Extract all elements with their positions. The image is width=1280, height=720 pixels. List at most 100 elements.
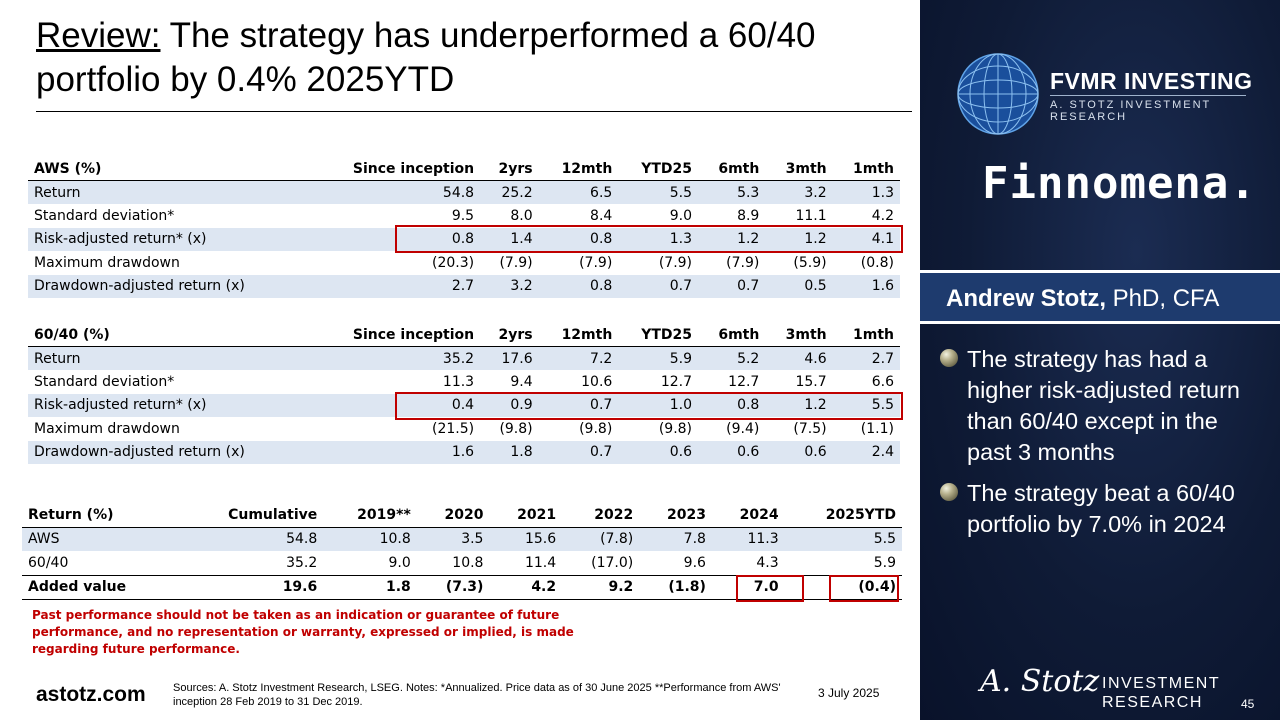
cell: 0.6	[618, 440, 699, 464]
col-header: 2yrs	[480, 157, 539, 181]
cell: 4.1	[832, 227, 900, 251]
cell: 35.2	[286, 554, 318, 571]
slide-title: Review: The strategy has underperformed …	[36, 14, 906, 102]
cell: 11.1	[795, 207, 827, 224]
cell: 7.8	[639, 527, 712, 551]
cell: 9.2	[562, 574, 640, 600]
performance-disclaimer: Past performance should not be taken as …	[32, 608, 574, 656]
sixty-forty-stats-table: 60/40 (%) Since inception 2yrs 12mth YTD…	[28, 323, 900, 464]
cell: 3.5	[416, 527, 490, 551]
cell: (7.9)	[658, 254, 693, 271]
col-header: 12mth	[538, 323, 619, 347]
cell: 0.7	[698, 274, 766, 298]
cell: (1.1)	[860, 420, 894, 437]
row-label: Standard deviation*	[34, 373, 175, 390]
cell: 3.2	[765, 180, 833, 204]
cell: (9.4)	[726, 420, 760, 437]
cell: 0.4	[310, 393, 481, 417]
cell: 10.8	[452, 554, 484, 571]
table-row: Drawdown-adjusted return (x) 1.6 1.8 0.7…	[28, 440, 900, 464]
cell: 0.8	[310, 227, 481, 251]
cell: 8.0	[510, 207, 533, 224]
cell: (7.5)	[793, 420, 827, 437]
cell: 0.8	[538, 227, 619, 251]
table-row: Drawdown-adjusted return (x) 2.7 3.2 0.8…	[28, 274, 900, 298]
row-label: Return	[28, 346, 311, 370]
table-row: Standard deviation* 11.3 9.4 10.6 12.7 1…	[28, 370, 900, 394]
cell: 10.8	[323, 527, 417, 551]
col-header: 2yrs	[480, 323, 539, 347]
row-label: 60/40	[28, 554, 69, 571]
col-header: 1mth	[832, 157, 900, 181]
cell: (9.8)	[579, 420, 613, 437]
cell: (20.3)	[431, 254, 475, 271]
page-number: 45	[1241, 697, 1255, 711]
col-header: 2020	[416, 503, 490, 528]
bullet-text: The strategy beat a 60/40 portfolio by 7…	[967, 480, 1235, 537]
cell: 1.0	[618, 393, 699, 417]
cell: 1.2	[765, 227, 833, 251]
cell: 1.2	[765, 393, 833, 417]
col-header: 12mth	[538, 157, 619, 181]
slide-date: 3 July 2025	[818, 686, 880, 700]
cell: 25.2	[480, 180, 539, 204]
table-row: Maximum drawdown (21.5) (9.8) (9.8) (9.8…	[28, 417, 900, 441]
cell: 2.4	[832, 440, 900, 464]
cell: (7.8)	[562, 527, 640, 551]
cell: 1.6	[310, 440, 481, 464]
globe-logo-icon	[957, 53, 1039, 135]
bullet-icon	[940, 483, 958, 501]
col-header: Since inception	[310, 157, 481, 181]
cell: 7.0	[711, 574, 785, 600]
cell: 11.4	[524, 554, 557, 571]
cell: 0.8	[538, 274, 619, 298]
sixty-table-header: 60/40 (%)	[28, 323, 311, 347]
cell: (7.9)	[499, 254, 533, 271]
cell: (7.3)	[416, 574, 490, 600]
aws-header-row: AWS (%) Since inception 2yrs 12mth YTD25…	[28, 157, 900, 181]
cell: 4.2	[489, 574, 563, 600]
cell: 54.8	[310, 180, 481, 204]
site-url: astotz.com	[36, 683, 146, 706]
row-label: Standard deviation*	[34, 207, 175, 224]
table-row: Risk-adjusted return* (x) 0.4 0.9 0.7 1.…	[28, 393, 900, 417]
col-header: 2025YTD	[784, 503, 902, 528]
brand-divider	[1050, 95, 1246, 96]
presenter-credentials: PhD, CFA	[1106, 285, 1220, 312]
row-label: Risk-adjusted return* (x)	[28, 227, 311, 251]
cell: 4.2	[871, 207, 894, 224]
col-header: Cumulative	[179, 503, 324, 528]
brand-subtitle: A. STOTZ INVESTMENT RESEARCH	[1050, 99, 1212, 123]
list-item: The strategy has had a higher risk-adjus…	[938, 344, 1268, 468]
cell: 10.6	[581, 373, 613, 390]
row-label: Maximum drawdown	[34, 254, 180, 271]
title-divider	[36, 111, 912, 112]
cell: 1.3	[618, 227, 699, 251]
cell: 15.7	[795, 373, 827, 390]
table-row: Return 35.2 17.6 7.2 5.9 5.2 4.6 2.7	[28, 346, 900, 370]
presenter: Andrew Stotz, PhD, CFA	[946, 285, 1219, 313]
cell: 0.7	[618, 274, 699, 298]
cell: 1.6	[832, 274, 900, 298]
added-value-row: Added value 19.6 1.8 (7.3) 4.2 9.2 (1.8)…	[22, 574, 902, 600]
cell: (17.0)	[591, 554, 634, 571]
annual-return-table: Return (%) Cumulative 2019** 2020 2021 2…	[22, 503, 902, 600]
cell: (9.8)	[499, 420, 533, 437]
cell: 8.4	[590, 207, 613, 224]
ir-line-2: RESEARCH	[1102, 694, 1203, 711]
cell: 4.6	[765, 346, 833, 370]
cell: 8.9	[737, 207, 760, 224]
cell: 0.7	[538, 393, 619, 417]
cell: (5.9)	[793, 254, 827, 271]
cell: 5.5	[618, 180, 699, 204]
cell: 5.5	[784, 527, 902, 551]
col-header: 3mth	[765, 323, 833, 347]
cell: 9.6	[683, 554, 706, 571]
cell: 3.2	[480, 274, 539, 298]
cell: (9.8)	[658, 420, 693, 437]
cell: 7.2	[538, 346, 619, 370]
row-label: Added value	[22, 574, 179, 600]
cell: 54.8	[179, 527, 324, 551]
row-label: Drawdown-adjusted return (x)	[28, 274, 311, 298]
row-label: Maximum drawdown	[34, 420, 180, 437]
